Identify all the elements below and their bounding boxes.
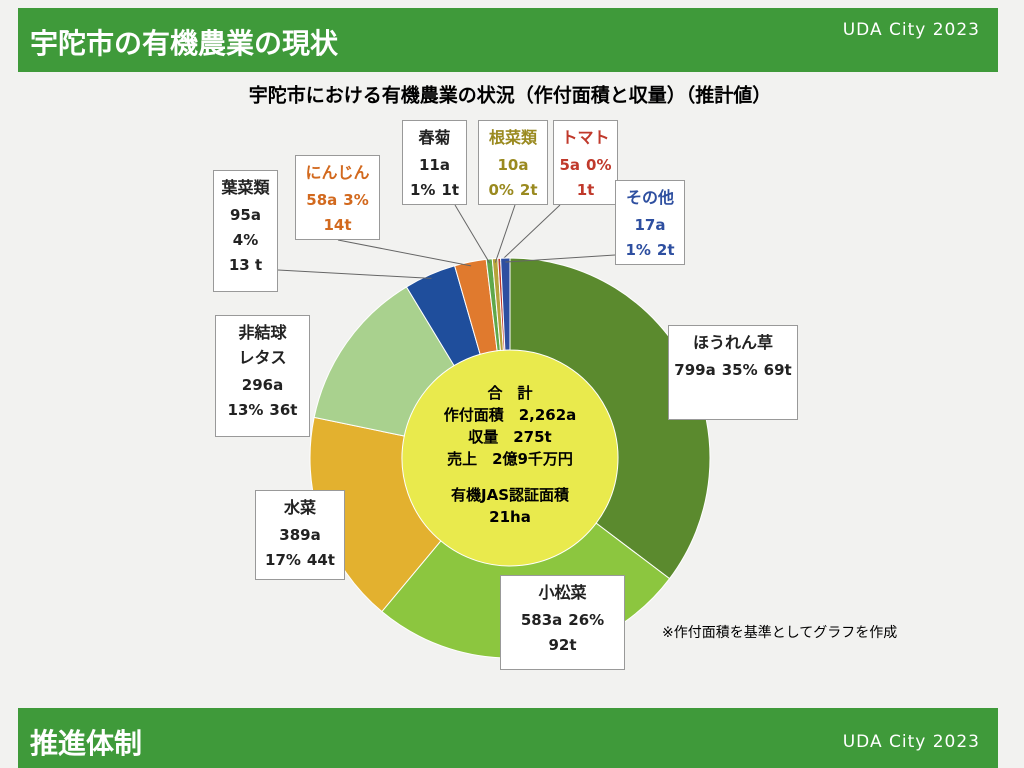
center-line: 売上 2億9千万円 — [447, 450, 573, 468]
percent-label: 4% — [232, 231, 259, 249]
data-label-box: にんじん 58a 3% 14t — [295, 155, 380, 240]
yield-label: 1t — [441, 181, 460, 199]
area-label: 11a — [419, 156, 450, 174]
percent-label: 35% — [721, 361, 758, 379]
category-label: にんじん — [305, 163, 370, 182]
area-label: 296a — [241, 376, 284, 394]
leader-line — [499, 204, 561, 263]
yield-label: 2t — [656, 241, 675, 259]
data-label-box: トマト 5a 0% 1t — [553, 120, 618, 205]
category-label: ほうれん草 — [692, 333, 773, 352]
area-label: 583a — [520, 611, 563, 629]
percent-label: 0% — [488, 181, 514, 199]
data-label-box: ほうれん草 799a 35% 69t — [668, 325, 798, 420]
yield-label: 92t — [548, 636, 577, 654]
cert-label: 有機JAS認証面積 — [451, 486, 569, 504]
donut-segment — [500, 257, 511, 351]
header-bar: 宇陀市の有機農業の現状 UDA City 2023 — [18, 8, 998, 72]
percent-label: 17% — [265, 551, 301, 569]
category-label: 根菜類 — [488, 128, 537, 147]
leader-line — [337, 239, 472, 267]
area-label: 95a — [230, 206, 261, 224]
yield-label: 14t — [323, 216, 352, 234]
category-label: 葉菜類 — [221, 178, 270, 197]
percent-label: 3% — [343, 191, 369, 209]
yield-label: 13 t — [228, 256, 263, 274]
category-label: 水菜 — [283, 498, 316, 517]
footer-brand: UDA City 2023 — [842, 732, 980, 752]
leader-line — [454, 204, 491, 264]
percent-label: 13% — [227, 401, 264, 419]
header-title: 宇陀市の有機農業の現状 — [30, 27, 339, 60]
footer-bar: 推進体制 UDA City 2023 — [18, 708, 998, 768]
area-label: 17a — [634, 216, 666, 234]
data-label-box: 小松菜 583a 26% 92t — [500, 575, 625, 670]
yield-label: 44t — [306, 551, 335, 569]
category-label: トマト — [561, 128, 610, 147]
leader-line — [494, 204, 516, 263]
leader-line — [505, 254, 616, 263]
area-label: 5a — [559, 156, 581, 174]
data-label-box: 水菜 389a 17% 44t — [255, 490, 345, 580]
percent-label: 26% — [568, 611, 605, 629]
area-label: 10a — [497, 156, 529, 174]
leader-line — [277, 269, 432, 279]
data-label-box: 非結球 レタス 296a 13% 36t — [215, 315, 310, 437]
yield-label: 36t — [269, 401, 298, 419]
data-label-box: 根菜類 10a 0% 2t — [478, 120, 548, 205]
area-label: 58a — [306, 191, 338, 209]
area-label: 799a — [674, 361, 716, 379]
cert-value: 21ha — [489, 508, 531, 526]
percent-label: 0% — [586, 156, 612, 174]
data-label-box: 葉菜類 95a 4% 13 t — [213, 170, 278, 292]
center-disc — [402, 350, 618, 566]
center-heading: 合 計 — [487, 384, 533, 402]
center-summary: 合 計 作付面積 2,262a 収量 275t 売上 2億9千万円 有機JAS認… — [410, 382, 610, 528]
category-label: 春菊 — [418, 128, 451, 147]
area-label: 389a — [279, 526, 321, 544]
yield-label: 2t — [519, 181, 538, 199]
footer-title: 推進体制 — [30, 727, 143, 760]
header-brand: UDA City 2023 — [842, 20, 980, 40]
yield-label: 69t — [763, 361, 792, 379]
chart-note: ※作付面積を基準としてグラフを作成 — [662, 625, 898, 641]
data-label-box: 春菊 11a 1% 1t — [402, 120, 467, 205]
donut-segment — [509, 257, 711, 580]
percent-label: 1% — [625, 241, 651, 259]
category-label: 非結球 レタス — [238, 323, 287, 367]
category-label: 小松菜 — [538, 583, 587, 602]
data-label-box: その他 17a 1% 2t — [615, 180, 685, 265]
yield-label: 1t — [576, 181, 595, 199]
center-line: 作付面積 2,262a — [443, 406, 577, 424]
category-label: その他 — [625, 188, 674, 207]
center-line: 収量 275t — [468, 428, 552, 446]
percent-label: 1% — [409, 181, 436, 199]
chart-title: 宇陀市における有機農業の状況（作付面積と収量）（推計値） — [249, 84, 772, 107]
